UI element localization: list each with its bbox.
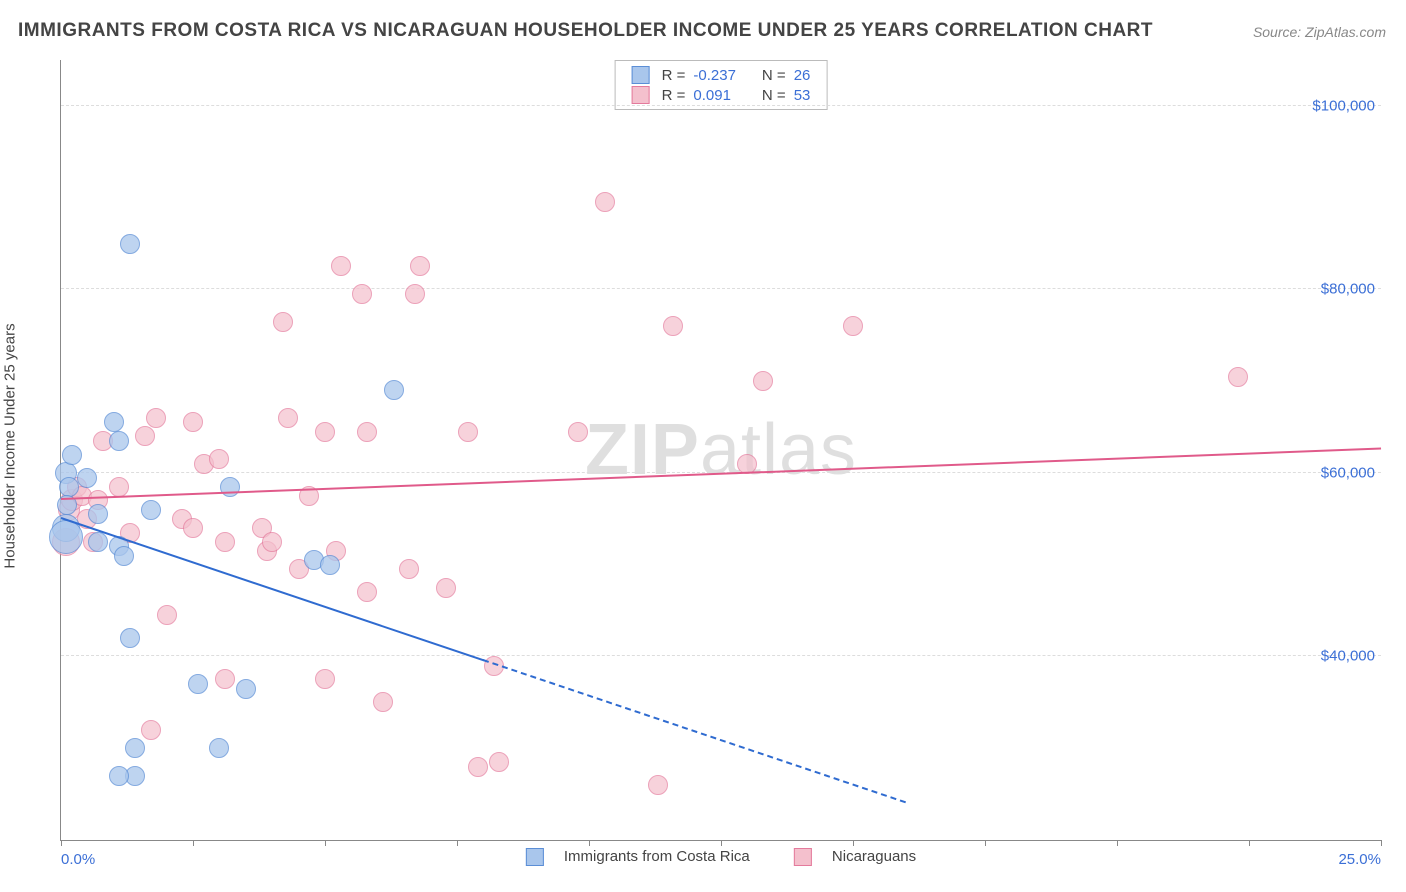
watermark: ZIPatlas bbox=[585, 409, 857, 491]
data-point bbox=[320, 555, 340, 575]
data-point bbox=[262, 532, 282, 552]
data-point bbox=[315, 669, 335, 689]
data-point bbox=[1228, 367, 1248, 387]
stats-N-value: 26 bbox=[790, 65, 815, 85]
data-point bbox=[125, 738, 145, 758]
stats-box: R = -0.237 N = 26 R = 0.091 N = 53 bbox=[615, 60, 828, 110]
data-point bbox=[135, 426, 155, 446]
data-point bbox=[373, 692, 393, 712]
data-point bbox=[278, 408, 298, 428]
data-point bbox=[843, 316, 863, 336]
y-tick-label: $40,000 bbox=[1321, 648, 1375, 665]
x-tick bbox=[589, 840, 590, 846]
x-tick bbox=[853, 840, 854, 846]
stats-N-label: N = bbox=[758, 65, 790, 85]
x-tick bbox=[61, 840, 62, 846]
x-tick bbox=[1381, 840, 1382, 846]
swatch-icon bbox=[632, 66, 650, 84]
stats-row: R = -0.237 N = 26 bbox=[628, 65, 815, 85]
legend-label: Nicaraguans bbox=[832, 848, 916, 865]
legend: Immigrants from Costa Rica Nicaraguans bbox=[506, 848, 936, 866]
x-tick bbox=[721, 840, 722, 846]
data-point bbox=[141, 500, 161, 520]
data-point bbox=[648, 775, 668, 795]
data-point bbox=[236, 679, 256, 699]
data-point bbox=[146, 408, 166, 428]
gridline bbox=[61, 105, 1381, 106]
data-point bbox=[568, 422, 588, 442]
gridline bbox=[61, 288, 1381, 289]
data-point bbox=[753, 371, 773, 391]
data-point bbox=[104, 412, 124, 432]
data-point bbox=[357, 582, 377, 602]
data-point bbox=[410, 256, 430, 276]
swatch-icon bbox=[526, 848, 544, 866]
data-point bbox=[458, 422, 478, 442]
source-attribution: Source: ZipAtlas.com bbox=[1253, 24, 1386, 40]
plot-area: ZIPatlas R = -0.237 N = 26 R = 0.091 N =… bbox=[60, 60, 1381, 841]
data-point bbox=[209, 738, 229, 758]
x-tick-label: 0.0% bbox=[61, 851, 95, 868]
data-point bbox=[62, 445, 82, 465]
data-point bbox=[183, 518, 203, 538]
x-tick bbox=[1249, 840, 1250, 846]
stats-row: R = 0.091 N = 53 bbox=[628, 85, 815, 105]
data-point bbox=[88, 532, 108, 552]
trend-line bbox=[483, 659, 906, 803]
data-point bbox=[157, 605, 177, 625]
data-point bbox=[331, 256, 351, 276]
swatch-icon bbox=[632, 86, 650, 104]
data-point bbox=[88, 504, 108, 524]
stats-N-value: 53 bbox=[790, 85, 815, 105]
data-point bbox=[399, 559, 419, 579]
legend-label: Immigrants from Costa Rica bbox=[564, 848, 750, 865]
x-tick bbox=[985, 840, 986, 846]
data-point bbox=[663, 316, 683, 336]
chart-title: IMMIGRANTS FROM COSTA RICA VS NICARAGUAN… bbox=[18, 20, 1153, 42]
trend-line bbox=[61, 448, 1381, 500]
watermark-light: atlas bbox=[700, 410, 857, 490]
x-tick-label: 25.0% bbox=[1338, 851, 1381, 868]
data-point bbox=[109, 477, 129, 497]
x-tick bbox=[193, 840, 194, 846]
data-point bbox=[120, 628, 140, 648]
data-point bbox=[489, 752, 509, 772]
data-point bbox=[215, 532, 235, 552]
data-point bbox=[595, 192, 615, 212]
stats-R-value: 0.091 bbox=[689, 85, 740, 105]
data-point bbox=[59, 477, 79, 497]
data-point bbox=[49, 520, 83, 554]
x-tick bbox=[1117, 840, 1118, 846]
stats-N-label: N = bbox=[758, 85, 790, 105]
data-point bbox=[141, 720, 161, 740]
data-point bbox=[436, 578, 456, 598]
data-point bbox=[315, 422, 335, 442]
gridline bbox=[61, 655, 1381, 656]
y-tick-label: $60,000 bbox=[1321, 464, 1375, 481]
stats-R-label: R = bbox=[658, 65, 690, 85]
data-point bbox=[109, 766, 129, 786]
data-point bbox=[188, 674, 208, 694]
data-point bbox=[120, 234, 140, 254]
y-axis-label: Householder Income Under 25 years bbox=[2, 323, 19, 568]
y-tick-label: $100,000 bbox=[1312, 97, 1375, 114]
y-tick-label: $80,000 bbox=[1321, 281, 1375, 298]
data-point bbox=[183, 412, 203, 432]
data-point bbox=[77, 468, 97, 488]
x-tick bbox=[457, 840, 458, 846]
stats-R-label: R = bbox=[658, 85, 690, 105]
stats-R-value: -0.237 bbox=[689, 65, 740, 85]
data-point bbox=[209, 449, 229, 469]
data-point bbox=[384, 380, 404, 400]
data-point bbox=[114, 546, 134, 566]
data-point bbox=[352, 284, 372, 304]
data-point bbox=[468, 757, 488, 777]
data-point bbox=[405, 284, 425, 304]
data-point bbox=[109, 431, 129, 451]
data-point bbox=[215, 669, 235, 689]
x-tick bbox=[325, 840, 326, 846]
data-point bbox=[357, 422, 377, 442]
swatch-icon bbox=[794, 848, 812, 866]
data-point bbox=[273, 312, 293, 332]
